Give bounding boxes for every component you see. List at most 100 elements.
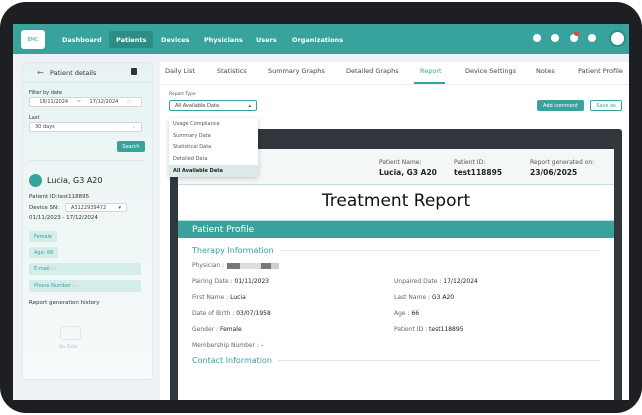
option-all-available-data[interactable]: All Available Data xyxy=(169,165,258,177)
nav-devices[interactable]: Devices xyxy=(161,35,190,44)
patient-id: Patient ID:test118895 xyxy=(29,194,90,200)
last-name-label: Last Name : xyxy=(394,294,431,301)
report-type-dropdown: Usage Compliance Summary Data Statistica… xyxy=(169,118,258,177)
section-patient-profile: Patient Profile xyxy=(178,220,614,238)
membership-value: - xyxy=(260,342,264,349)
last-value: 30 days xyxy=(35,124,55,130)
history-label: Report generation history xyxy=(29,300,100,306)
notification-badge xyxy=(574,31,579,36)
physician-row: Physician : xyxy=(192,262,280,269)
patient-id-label: Patient ID : xyxy=(394,326,428,333)
gender-tag: Female xyxy=(29,231,58,242)
logo: BMC xyxy=(21,30,45,49)
last-label: Last xyxy=(29,115,40,121)
contact-information-heading: Contact Information xyxy=(192,356,600,365)
contact-title: Contact Information xyxy=(192,356,272,365)
nav-users[interactable]: Users xyxy=(256,35,277,44)
report-type-select[interactable]: All Available Data ▴ xyxy=(169,100,257,111)
gender-label: Gender : xyxy=(192,326,219,333)
active-tab-indicator xyxy=(414,82,445,84)
report-page: Patient Name: Lucia, G3 A20 Patient ID: … xyxy=(178,149,614,400)
chevron-down-icon: ⌄ xyxy=(131,124,136,130)
device-sn-label: Device SN: xyxy=(29,205,60,211)
report-type-value: All Available Data xyxy=(175,102,219,109)
option-usage-compliance[interactable]: Usage Compliance xyxy=(173,120,220,127)
globe-icon[interactable] xyxy=(551,34,559,42)
main-panel: Daily List Statistics Summary Graphs Det… xyxy=(160,62,629,400)
patient-id-value: test118895 xyxy=(429,326,464,333)
top-nav-bar: BMC Dashboard Patients Devices Physician… xyxy=(13,24,629,54)
option-summary-data[interactable]: Summary Data xyxy=(173,132,211,139)
tab-statistics[interactable]: Statistics xyxy=(217,67,247,75)
divider xyxy=(29,160,145,161)
tab-notes[interactable]: Notes xyxy=(536,67,555,75)
report-type-label: Report Type xyxy=(169,92,196,97)
no-data-text: No Data xyxy=(59,345,78,350)
device-sn-select[interactable]: A3122939472 ▾ xyxy=(65,203,127,212)
therapy-information-heading: Therapy Information xyxy=(192,246,600,255)
tab-detailed-graphs[interactable]: Detailed Graphs xyxy=(346,67,399,75)
date-separator: ~ xyxy=(76,99,81,105)
tabs-divider xyxy=(160,84,629,85)
tab-report[interactable]: Report xyxy=(420,67,442,75)
option-detailed-data[interactable]: Detailed Data xyxy=(173,156,208,163)
trash-icon[interactable] xyxy=(131,68,137,75)
age-value: 66 xyxy=(411,310,420,317)
first-name-label: First Name : xyxy=(192,294,229,301)
help-icon[interactable] xyxy=(533,34,541,42)
report-generated-date: 23/06/2025 xyxy=(530,168,578,177)
redacted-physician xyxy=(227,262,280,269)
membership-label: Membership Number : xyxy=(192,342,260,349)
last-select[interactable]: 30 days ⌄ xyxy=(29,122,142,132)
report-patient-id: test118895 xyxy=(454,168,503,177)
unpaired-date-value: 17/12/2024 xyxy=(443,278,478,285)
nav-patients[interactable]: Patients xyxy=(109,31,154,48)
bell-icon[interactable] xyxy=(570,31,579,42)
search-button[interactable]: Search xyxy=(117,141,145,152)
unpaired-date-label: Unpaired Date : xyxy=(394,278,442,285)
last-name-value: G3 A20 xyxy=(431,294,455,301)
first-name-value: Lucia xyxy=(230,294,246,301)
age-label: Age : xyxy=(394,310,410,317)
empty-inbox-icon xyxy=(60,326,81,340)
nav-physicians[interactable]: Physicians xyxy=(204,35,243,44)
dob-label: Date of Birth : xyxy=(192,310,235,317)
report-title: Treatment Report xyxy=(321,191,471,211)
physician-label: Physician : xyxy=(192,262,225,269)
date-from: 18/11/2024 xyxy=(39,99,69,105)
pairing-date-label: Pairing Date : xyxy=(192,278,233,285)
dob-value: 03/07/1958 xyxy=(236,310,271,317)
back-arrow-icon[interactable]: ← xyxy=(37,68,44,77)
nav-organizations[interactable]: Organizations xyxy=(292,35,344,44)
tab-summary-graphs[interactable]: Summary Graphs xyxy=(268,67,325,75)
tab-daily-list[interactable]: Daily List xyxy=(165,67,195,75)
pairing-date-value: 01/11/2023 xyxy=(234,278,270,285)
tab-patient-profile[interactable]: Patient Profile xyxy=(578,67,623,75)
report-patient-name: Lucia, G3 A20 xyxy=(379,168,437,177)
filter-label: Filter by date xyxy=(29,90,62,96)
user-avatar[interactable] xyxy=(609,30,626,47)
date-to: 17/12/2024 xyxy=(89,99,119,105)
report-patient-name-label: Patient Name: xyxy=(379,159,422,166)
tab-device-settings[interactable]: Device Settings xyxy=(465,67,516,75)
therapy-title: Therapy Information xyxy=(192,246,274,255)
save-as-button[interactable]: Save as xyxy=(590,100,622,111)
caret-down-icon: ▾ xyxy=(118,204,121,211)
device-sn-value: A3122939472 xyxy=(71,204,107,211)
sidebar-header: ← Patient details xyxy=(23,63,152,83)
age-tag: Age: 66 xyxy=(29,247,59,258)
phone-tag: Phone Number : - xyxy=(29,280,141,292)
nav-dashboard[interactable]: Dashboard xyxy=(62,35,102,44)
add-comment-button[interactable]: Add comment xyxy=(537,100,584,111)
device-date-range: 01/11/2023 - 17/12/2024 xyxy=(29,215,98,221)
email-tag: E-mail : - xyxy=(29,263,141,275)
date-range-picker[interactable]: 18/11/2024 ~ 17/12/2024 ▭ xyxy=(29,97,142,107)
report-generated-label: Report generated on: xyxy=(530,159,595,166)
gear-icon[interactable] xyxy=(588,34,596,42)
patient-name: Lucia, G3 A20 xyxy=(47,176,103,185)
report-preview: Patient Name: Lucia, G3 A20 Patient ID: … xyxy=(170,129,622,400)
gender-value: Female xyxy=(219,326,242,333)
option-statistical-data[interactable]: Statistical Data xyxy=(173,144,212,151)
screen: BMC Dashboard Patients Devices Physician… xyxy=(13,24,629,400)
